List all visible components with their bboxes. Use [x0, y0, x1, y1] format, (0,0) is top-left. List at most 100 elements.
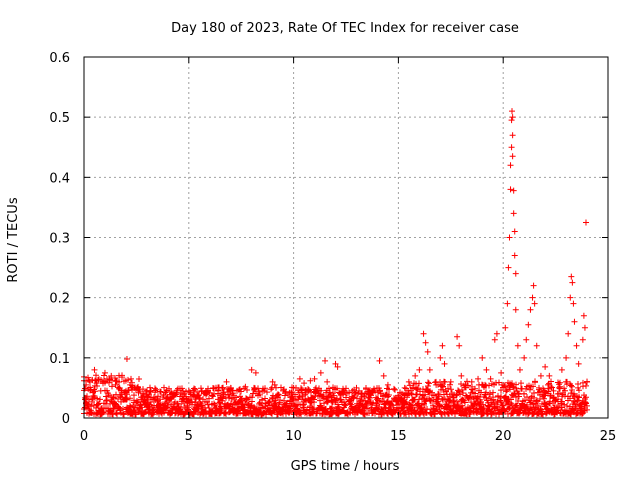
data-point	[185, 387, 192, 394]
data-point	[426, 388, 432, 395]
data-point	[298, 385, 304, 392]
data-point	[131, 392, 137, 399]
data-point	[191, 411, 197, 418]
data-point	[475, 375, 482, 382]
data-point	[503, 388, 509, 395]
data-point	[512, 270, 519, 277]
data-point	[193, 396, 199, 403]
data-point	[482, 381, 488, 388]
data-point	[459, 402, 465, 409]
data-point	[491, 336, 498, 343]
data-point	[530, 282, 537, 289]
data-point	[269, 378, 276, 385]
data-point	[349, 387, 356, 394]
data-point	[256, 401, 262, 408]
data-point	[527, 386, 533, 393]
data-point	[85, 386, 92, 393]
data-point	[370, 399, 376, 406]
data-point	[412, 372, 419, 379]
data-point	[276, 391, 282, 398]
data-point	[91, 366, 98, 373]
data-point	[268, 386, 274, 393]
data-point	[509, 380, 515, 387]
data-point	[584, 402, 590, 409]
data-point	[376, 357, 383, 364]
data-point	[244, 387, 250, 394]
data-point	[507, 186, 514, 193]
data-point	[369, 388, 375, 395]
data-point	[486, 395, 492, 402]
x-tick-label: 5	[185, 429, 193, 444]
data-point	[249, 394, 255, 401]
data-point	[513, 394, 519, 401]
data-point	[248, 366, 255, 373]
data-point	[124, 391, 130, 398]
data-point	[147, 384, 153, 391]
data-point	[189, 398, 195, 405]
data-point	[223, 378, 230, 385]
data-point	[317, 397, 323, 404]
data-point	[568, 382, 574, 389]
data-point	[386, 391, 392, 398]
data-point	[290, 384, 297, 391]
data-point	[152, 387, 158, 394]
data-point	[220, 384, 226, 391]
data-point	[483, 389, 489, 396]
data-point	[259, 387, 266, 394]
data-point	[362, 397, 368, 404]
data-point	[108, 372, 115, 379]
data-point	[561, 401, 567, 408]
data-point	[502, 324, 509, 331]
data-point	[242, 383, 249, 390]
data-point	[504, 300, 511, 307]
data-point	[396, 402, 402, 409]
data-point	[502, 383, 508, 390]
data-point	[579, 411, 585, 418]
data-point	[222, 409, 228, 416]
data-point	[430, 402, 436, 409]
data-point	[243, 397, 249, 404]
data-point	[121, 411, 127, 418]
data-point	[439, 342, 446, 349]
data-point	[198, 387, 205, 394]
chart-title: Day 180 of 2023, Rate Of TEC Index for r…	[171, 21, 519, 36]
data-point	[354, 395, 360, 402]
data-point	[353, 384, 360, 391]
data-point	[445, 385, 451, 392]
data-point	[324, 378, 331, 385]
data-point	[525, 321, 532, 328]
data-point	[415, 385, 421, 392]
data-point	[554, 390, 561, 397]
data-point	[421, 401, 427, 408]
data-point	[439, 382, 445, 389]
data-point	[509, 108, 516, 115]
data-point	[300, 402, 306, 409]
data-point	[166, 385, 172, 392]
data-point	[104, 377, 111, 384]
data-point	[498, 369, 505, 376]
data-point	[464, 378, 470, 385]
data-point	[119, 372, 125, 379]
y-tick-label: 0.6	[49, 51, 70, 66]
y-tick-label: 0.1	[49, 352, 70, 367]
data-point	[513, 381, 519, 388]
data-point	[580, 379, 586, 386]
data-point	[363, 401, 369, 408]
data-point	[416, 380, 422, 387]
data-point	[582, 399, 588, 406]
data-point	[127, 381, 134, 388]
data-point	[456, 342, 463, 349]
data-point	[239, 397, 245, 404]
data-point	[552, 397, 558, 404]
data-point	[422, 339, 429, 346]
data-point	[508, 117, 515, 124]
data-point	[460, 389, 466, 396]
data-point	[140, 386, 146, 393]
data-point	[97, 396, 103, 403]
axis-ticks	[83, 56, 609, 419]
data-point	[549, 384, 555, 391]
data-point	[548, 378, 554, 385]
data-point	[112, 381, 119, 388]
y-axis-label: ROTI / TECUs	[6, 197, 21, 282]
data-point	[518, 380, 524, 387]
